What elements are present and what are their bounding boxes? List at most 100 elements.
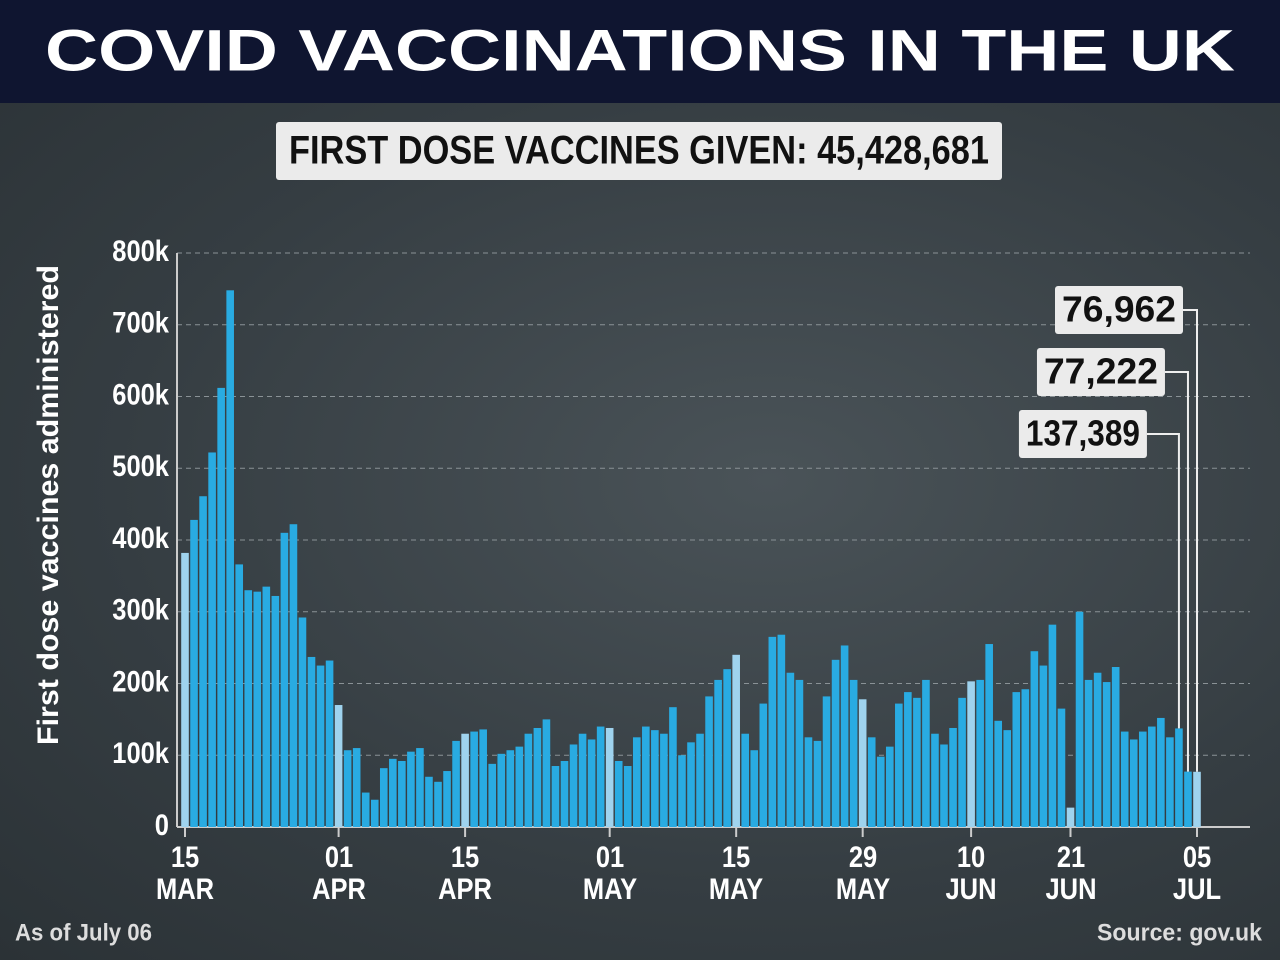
bar	[524, 733, 533, 827]
bar	[398, 760, 406, 827]
bar	[370, 799, 379, 827]
bar	[759, 703, 768, 827]
bar	[931, 733, 939, 827]
bar	[596, 726, 605, 827]
bar	[244, 590, 253, 827]
x-tick-label: 15 MAR	[155, 841, 215, 906]
bar	[795, 679, 804, 827]
bar	[976, 679, 984, 827]
bar	[1166, 737, 1174, 827]
bar	[1175, 728, 1183, 827]
bar	[895, 703, 903, 827]
bar	[470, 731, 478, 827]
bar	[1120, 731, 1129, 827]
bar	[913, 697, 921, 827]
bar	[813, 740, 822, 827]
bar	[623, 766, 632, 827]
bar	[181, 552, 189, 827]
note: As of July 06	[15, 919, 152, 946]
bar	[922, 679, 930, 827]
bar	[343, 750, 352, 827]
bar	[1193, 771, 1201, 827]
bar	[497, 753, 506, 827]
bar	[1075, 611, 1084, 827]
x-tick-label: 01 APR	[311, 841, 366, 906]
x-tick-label: 05 JUL	[1172, 841, 1222, 906]
source: Source: gov.uk	[1097, 919, 1263, 946]
bar	[461, 733, 469, 827]
bar	[777, 634, 786, 827]
bar	[1003, 730, 1012, 827]
bar	[361, 792, 370, 827]
bar	[876, 756, 885, 827]
bar	[1057, 708, 1066, 827]
bar	[289, 524, 298, 827]
bar	[569, 744, 578, 827]
bar	[253, 591, 262, 827]
y-tick-label: 300k	[112, 593, 169, 626]
bar	[506, 750, 515, 827]
y-axis-label: First dose vaccines administered	[32, 265, 65, 745]
bar	[831, 659, 840, 827]
bar	[678, 755, 686, 827]
bar	[687, 742, 695, 827]
bar	[714, 679, 722, 827]
bar	[443, 771, 451, 827]
bar	[632, 737, 641, 827]
header-band	[0, 0, 1280, 103]
bar	[904, 692, 912, 827]
bar	[488, 763, 497, 827]
bar	[605, 727, 614, 827]
y-tick-label: 700k	[112, 306, 169, 339]
bar	[352, 748, 361, 827]
bar	[379, 768, 388, 827]
bar	[551, 766, 560, 827]
bar	[407, 751, 415, 827]
bar	[1111, 666, 1120, 827]
subtitle-box	[276, 122, 1002, 180]
bar	[1012, 692, 1021, 827]
y-tick-label: 200k	[112, 664, 169, 697]
bar	[560, 760, 569, 827]
bar	[1129, 739, 1138, 827]
callout-line	[1164, 371, 1189, 772]
bar	[1039, 665, 1048, 827]
bar	[1157, 717, 1165, 827]
bar	[867, 737, 876, 827]
callout-box	[1036, 348, 1165, 396]
y-tick-label: 500k	[112, 449, 169, 482]
bar	[940, 744, 948, 827]
data-label: 76,962	[1062, 289, 1176, 330]
x-tick-label: 15 MAY	[708, 841, 764, 906]
x-tick-label: 15 APR	[438, 841, 493, 906]
bar	[732, 654, 740, 827]
bar	[271, 595, 280, 827]
bar	[1021, 689, 1030, 827]
bar	[208, 452, 216, 827]
bar	[660, 733, 668, 827]
data-label: 137,389	[1026, 413, 1140, 454]
callout-box	[1018, 410, 1147, 458]
y-tick-label: 0	[155, 808, 169, 841]
subtitle: FIRST DOSE VACCINES GIVEN: 45,428,681	[289, 129, 989, 173]
bar	[994, 720, 1003, 827]
bar	[949, 727, 957, 827]
data-label: 77,222	[1044, 351, 1158, 392]
bar	[298, 617, 307, 827]
bar	[885, 746, 894, 827]
callout-box	[1055, 286, 1183, 334]
bar	[741, 733, 750, 827]
bar	[452, 740, 460, 827]
bar	[578, 733, 587, 827]
bar	[190, 519, 198, 827]
bar	[1066, 807, 1075, 827]
bar	[217, 387, 225, 827]
callout-line	[1146, 433, 1180, 729]
bar	[804, 737, 813, 827]
bar	[642, 726, 650, 827]
x-tick-label: 21 JUN	[1044, 841, 1096, 906]
bar	[479, 729, 487, 827]
bar	[389, 758, 397, 827]
